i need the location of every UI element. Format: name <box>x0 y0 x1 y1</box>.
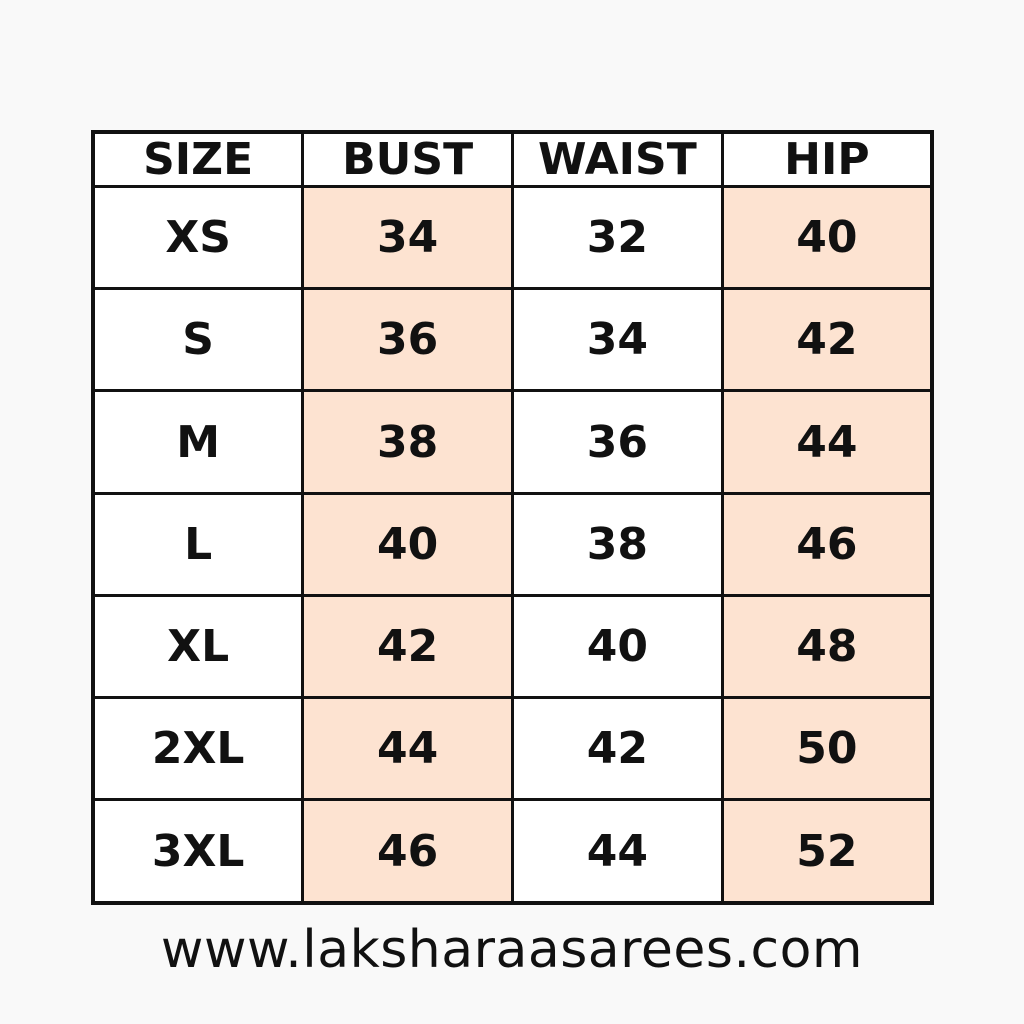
header-row: SIZE BUST WAIST HIP <box>91 130 934 188</box>
table-row: XS 34 32 40 <box>91 184 934 291</box>
cell-hip: 46 <box>720 491 934 597</box>
header-waist: WAIST <box>511 130 724 188</box>
cell-hip: 40 <box>720 184 934 291</box>
cell-waist: 38 <box>511 491 724 597</box>
cell-size: S <box>91 287 305 393</box>
cell-bust: 42 <box>301 593 514 700</box>
cell-bust: 44 <box>301 696 514 802</box>
website-url: www.laksharaasarees.com <box>160 920 864 980</box>
cell-size: L <box>91 491 305 597</box>
cell-hip: 50 <box>720 696 934 802</box>
cell-waist: 44 <box>511 798 724 905</box>
cell-hip: 52 <box>720 798 934 905</box>
table-row: 2XL 44 42 50 <box>91 696 934 802</box>
cell-waist: 34 <box>511 287 724 393</box>
cell-bust: 38 <box>301 389 514 495</box>
header-size: SIZE <box>91 130 305 188</box>
header-bust: BUST <box>301 130 514 188</box>
header-hip: HIP <box>720 130 934 188</box>
cell-waist: 40 <box>511 593 724 700</box>
cell-hip: 42 <box>720 287 934 393</box>
table-row: L 40 38 46 <box>91 491 934 597</box>
cell-waist: 42 <box>511 696 724 802</box>
table-row: 3XL 46 44 52 <box>91 798 934 905</box>
cell-waist: 36 <box>511 389 724 495</box>
cell-size: 2XL <box>91 696 305 802</box>
table-row: M 38 36 44 <box>91 389 934 495</box>
size-chart-table: SIZE BUST WAIST HIP XS 34 32 40 S 36 34 42 M 38 36… <box>91 130 934 905</box>
cell-waist: 32 <box>511 184 724 291</box>
cell-bust: 46 <box>301 798 514 905</box>
table-row: S 36 34 42 <box>91 287 934 393</box>
cell-size: 3XL <box>91 798 305 905</box>
cell-bust: 36 <box>301 287 514 393</box>
table-row: XL 42 40 48 <box>91 593 934 700</box>
cell-hip: 44 <box>720 389 934 495</box>
cell-size: XS <box>91 184 305 291</box>
cell-size: XL <box>91 593 305 700</box>
cell-bust: 40 <box>301 491 514 597</box>
cell-hip: 48 <box>720 593 934 700</box>
cell-bust: 34 <box>301 184 514 291</box>
cell-size: M <box>91 389 305 495</box>
